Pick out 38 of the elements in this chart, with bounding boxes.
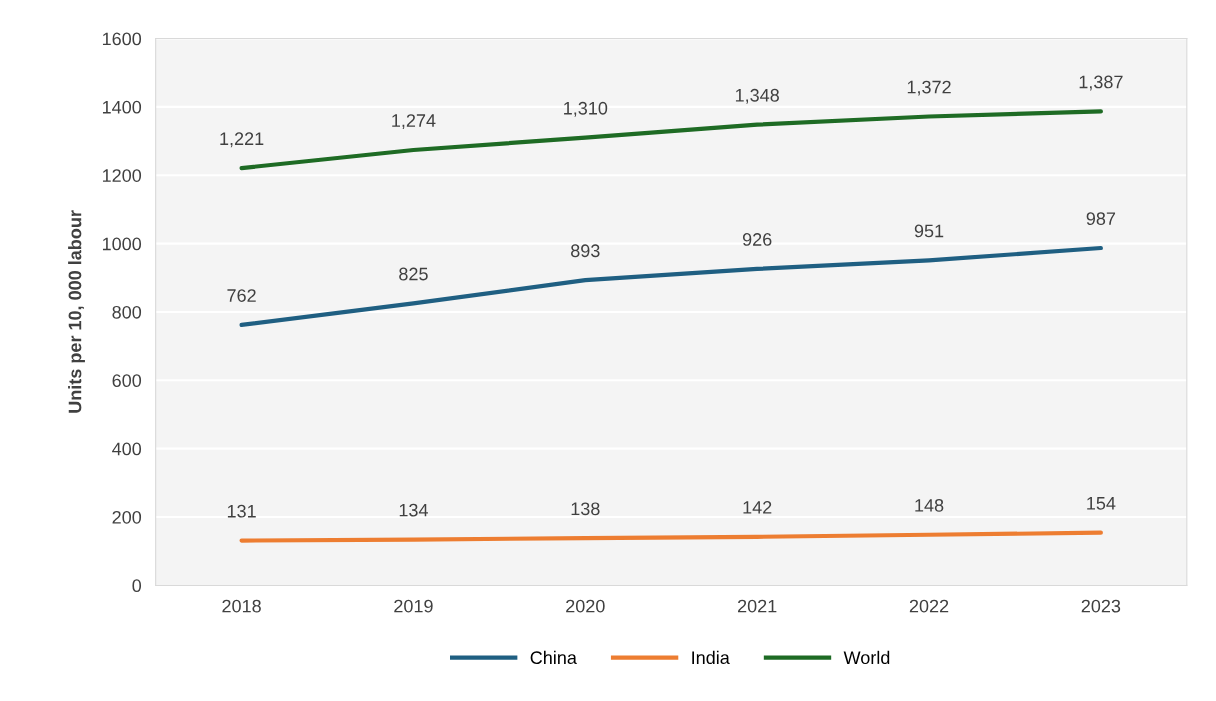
data-label: 1,348 xyxy=(735,88,779,104)
data-label: 1,310 xyxy=(564,101,608,117)
y-axis-title: Units per 10, 000 labour xyxy=(68,210,85,413)
y-tick-label: 1600 xyxy=(102,32,142,46)
x-tick-label: 2021 xyxy=(737,599,777,613)
line-series xyxy=(239,530,1103,543)
data-label: 142 xyxy=(743,501,772,514)
data-label: 131 xyxy=(227,504,256,518)
x-tick-label: 2020 xyxy=(566,599,605,613)
y-tick-label: 800 xyxy=(112,305,142,319)
data-label: 762 xyxy=(227,289,256,302)
data-label: 893 xyxy=(571,244,600,258)
y-tick-label: 400 xyxy=(112,442,142,456)
data-label: 1,221 xyxy=(220,132,264,148)
legend-label: India xyxy=(692,650,730,665)
data-label: 825 xyxy=(399,267,428,281)
data-label: 138 xyxy=(571,502,600,516)
y-tick-label: 1000 xyxy=(102,237,142,251)
y-tick-label: 600 xyxy=(112,374,142,388)
data-label: 154 xyxy=(1087,497,1116,510)
x-tick-label: 2022 xyxy=(909,599,949,613)
data-label: 951 xyxy=(914,224,944,238)
legend-label: World xyxy=(843,650,890,665)
x-tick-label: 2019 xyxy=(394,599,433,613)
data-label: 134 xyxy=(399,503,428,517)
x-tick-label: 2018 xyxy=(222,599,261,613)
x-tick-label: 2023 xyxy=(1081,599,1121,613)
data-label: 1,372 xyxy=(907,80,951,96)
data-label: 1,274 xyxy=(392,114,436,130)
legend-label: China xyxy=(530,650,577,665)
data-label: 987 xyxy=(1086,212,1116,226)
y-tick-label: 1200 xyxy=(102,169,142,182)
y-tick-label: 0 xyxy=(132,579,142,593)
y-tick-label: 1400 xyxy=(102,100,142,114)
data-label: 148 xyxy=(915,498,944,512)
y-tick-label: 200 xyxy=(112,510,142,524)
data-label: 1,387 xyxy=(1079,75,1123,91)
data-label: 926 xyxy=(742,233,772,246)
